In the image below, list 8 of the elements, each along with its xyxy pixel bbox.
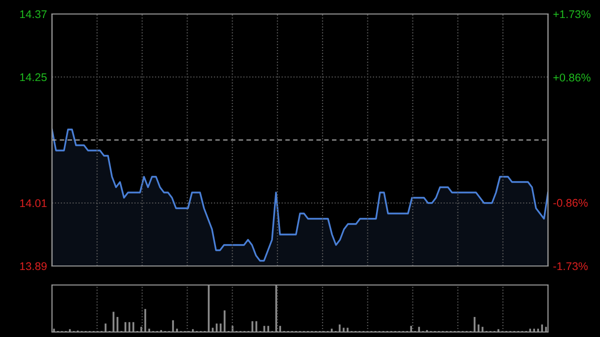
y2-tick-label: +0.86% [553, 74, 590, 82]
y-tick-label: 14.25 [20, 73, 47, 82]
y-tick-label: 13.89 [20, 262, 47, 270]
y2-tick-label: +1.73% [553, 10, 590, 18]
y-tick-label: 14.37 [20, 10, 47, 18]
y-tick-label: 14.01 [20, 199, 47, 208]
y2-tick-label: -0.86% [553, 198, 588, 207]
y2-tick-label: -1.73% [553, 262, 588, 270]
